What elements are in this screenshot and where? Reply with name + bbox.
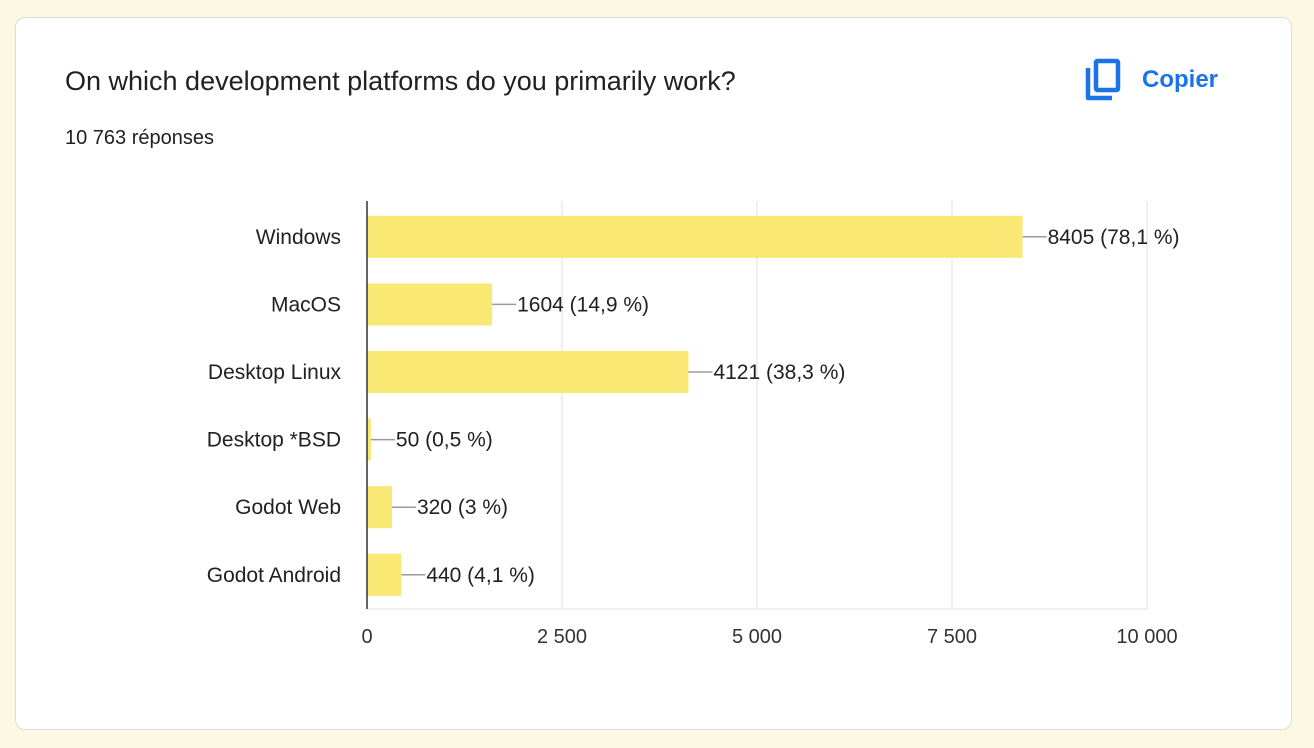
question-title: On which development platforms do you pr… bbox=[65, 66, 736, 96]
value-labels: 8405 (78,1 %) 1604 (14,9 %) 4121 (38,3 %) 5… bbox=[370, 226, 1180, 587]
grid-layer bbox=[367, 201, 1148, 610]
category-labels: Windows MacOS Desktop Linux Desktop *BSD God… bbox=[207, 226, 342, 587]
copy-icon bbox=[1084, 58, 1122, 102]
bar bbox=[367, 215, 1023, 258]
x-tick-label: 2 500 bbox=[537, 626, 587, 648]
x-tick-labels: 0 2 500 5 000 7 500 10 000 bbox=[361, 626, 1177, 648]
category-label: Godot Web bbox=[235, 496, 341, 519]
data-label: 1604 (14,9 %) bbox=[517, 293, 649, 316]
bar bbox=[367, 486, 392, 529]
copy-button[interactable]: Copier bbox=[1084, 58, 1218, 102]
category-label: Godot Android bbox=[207, 564, 341, 587]
x-tick-label: 0 bbox=[361, 626, 372, 648]
question-card: On which development platforms do you pr… bbox=[15, 17, 1292, 730]
bar bbox=[367, 418, 371, 461]
x-tick-label: 10 000 bbox=[1116, 626, 1177, 648]
data-label: 8405 (78,1 %) bbox=[1048, 226, 1180, 249]
bar bbox=[367, 283, 493, 326]
category-label: Desktop *BSD bbox=[207, 429, 341, 452]
bar bbox=[367, 553, 402, 596]
data-label: 4121 (38,3 %) bbox=[713, 361, 845, 384]
data-label: 320 (3 %) bbox=[417, 496, 508, 519]
category-label: Windows bbox=[256, 226, 341, 249]
response-count: 10 763 réponses bbox=[65, 127, 215, 149]
data-label: 440 (4,1 %) bbox=[426, 564, 535, 587]
copy-label: Copier bbox=[1142, 66, 1219, 93]
bar-layer bbox=[367, 215, 1023, 596]
category-label: Desktop Linux bbox=[208, 361, 342, 384]
data-label: 50 (0,5 %) bbox=[396, 429, 493, 452]
x-tick-label: 7 500 bbox=[927, 626, 977, 648]
bar bbox=[367, 351, 689, 393]
category-label: MacOS bbox=[271, 293, 341, 316]
x-tick-label: 5 000 bbox=[732, 626, 782, 648]
